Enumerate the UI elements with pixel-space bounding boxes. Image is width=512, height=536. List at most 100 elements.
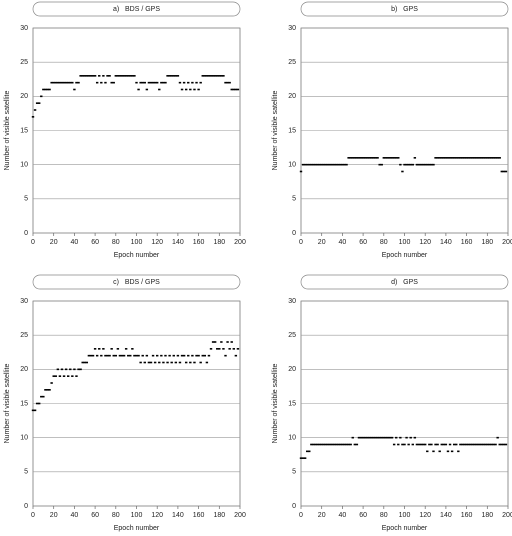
point [89,75,93,77]
point [440,443,443,446]
x-tick-label: 100 [399,512,411,519]
point [504,443,508,446]
point [328,163,332,166]
point [226,341,229,343]
chart-title: d) GPS [391,279,418,286]
point [359,157,363,159]
point [199,361,202,364]
point [87,354,91,357]
y-tick-label: 0 [24,230,28,237]
point [306,450,309,453]
point [380,436,383,439]
point [357,436,361,439]
point [324,163,328,166]
point [494,443,497,446]
point [139,361,142,364]
point [232,348,235,350]
point [502,170,506,173]
point [345,163,348,166]
point [409,436,412,439]
point [349,443,352,446]
point [473,443,477,446]
point [500,170,503,173]
point [415,443,419,446]
point [477,443,481,446]
point [421,443,425,446]
y-tick-label: 25 [20,59,28,66]
point [50,81,53,84]
y-tick-label: 10 [20,435,28,442]
point [432,450,435,453]
point [211,75,215,77]
point [31,116,35,118]
x-axis-label: Epoch number [114,525,160,532]
y-tick-label: 20 [20,93,28,100]
point [170,75,173,77]
point [81,75,84,77]
point [343,443,346,446]
x-tick-label: 200 [234,239,246,246]
point [316,443,319,446]
point [424,443,427,446]
point [143,361,146,364]
point [411,163,414,166]
x-tick-label: 140 [440,512,452,519]
point [467,157,470,159]
point [484,443,487,446]
x-tick-label: 60 [359,239,367,246]
point [44,389,47,391]
x-tick-label: 60 [91,512,99,519]
point [303,457,307,459]
point [87,75,91,77]
point [54,81,57,84]
point [66,375,70,377]
point [102,348,105,350]
point [409,163,412,166]
point [341,443,344,446]
point [124,75,128,77]
point [108,75,111,77]
point [351,436,354,439]
point [56,81,60,84]
point [66,81,70,84]
point [395,436,398,439]
point [498,443,501,446]
point [158,88,161,91]
point [502,443,506,446]
point [496,157,499,159]
point [308,163,311,166]
point [303,163,307,166]
point [486,443,489,446]
point [349,157,352,159]
point [54,375,57,377]
point [372,157,375,159]
point [332,163,336,166]
point [341,163,344,166]
x-tick-label: 200 [502,239,512,246]
point [112,81,115,84]
point [438,157,441,159]
point [127,75,130,77]
point [95,81,99,84]
point [162,361,165,364]
x-tick-label: 180 [213,239,225,246]
point [201,354,204,357]
point [222,75,225,77]
y-tick-label: 30 [20,298,28,305]
point [44,88,47,91]
point [172,354,175,357]
x-tick-label: 100 [131,512,143,519]
point [218,348,221,350]
point [127,354,130,357]
point [475,157,479,159]
y-tick-label: 20 [288,93,296,100]
point [368,157,371,159]
point [421,163,425,166]
point [430,163,433,166]
point [228,81,231,84]
point [83,75,86,77]
point [312,163,315,166]
point [120,354,124,357]
point [308,450,311,453]
